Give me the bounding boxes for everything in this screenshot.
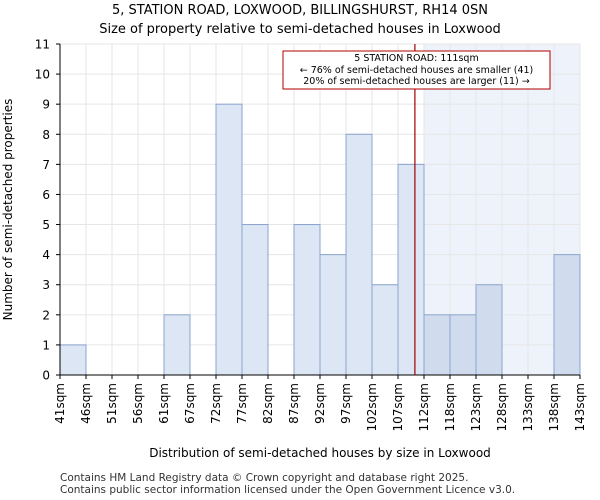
bar-92sqm xyxy=(319,254,347,376)
y-axis-label: Number of semi-detached properties xyxy=(1,99,15,321)
bar-118sqm xyxy=(449,314,477,376)
bar-102sqm xyxy=(371,284,399,376)
bar-87sqm xyxy=(293,224,321,376)
chart-title-line1: 5, STATION ROAD, LOXWOOD, BILLINGSHURST,… xyxy=(112,3,488,18)
x-tick-label-143sqm: 143sqm xyxy=(573,383,587,431)
x-tick-label-97sqm: 97sqm xyxy=(339,383,353,424)
y-tick-label-7: 7 xyxy=(42,158,50,172)
y-tick-label-3: 3 xyxy=(42,278,50,292)
x-tick-label-138sqm: 138sqm xyxy=(547,383,561,431)
bar-72sqm xyxy=(215,103,243,376)
x-tick-label-72sqm: 72sqm xyxy=(209,383,223,424)
bar-61sqm xyxy=(163,314,191,376)
bar-107sqm xyxy=(397,163,425,376)
footer-licence: Contains public sector information licen… xyxy=(60,484,516,496)
chart-title-line2: Size of property relative to semi-detach… xyxy=(99,22,501,37)
annotation-box: 5 STATION ROAD: 111sqm ← 76% of semi-det… xyxy=(282,50,551,90)
histogram-chart: 0 1 2 3 4 5 6 7 8 9 10 11 41sqm 46sqm 51sqm 56sqm 61sqm… xyxy=(1,38,587,461)
y-tick-label-9: 9 xyxy=(42,98,50,112)
x-tick-label-46sqm: 46sqm xyxy=(79,383,93,424)
x-tick-label-118sqm: 118sqm xyxy=(443,383,457,431)
y-tick-label-2: 2 xyxy=(42,308,50,322)
bar-123sqm xyxy=(475,284,503,376)
y-tick-label-0: 0 xyxy=(42,369,50,383)
y-tick-label-11: 11 xyxy=(35,38,50,52)
annotation-line2: ← 76% of semi-detached houses are smalle… xyxy=(300,65,534,76)
x-tick-label-41sqm: 41sqm xyxy=(53,383,67,424)
bar-112sqm xyxy=(423,314,451,376)
x-tick-label-77sqm: 77sqm xyxy=(235,383,249,424)
y-tick-label-5: 5 xyxy=(42,218,50,232)
y-tick-label-1: 1 xyxy=(42,338,50,352)
bar-97sqm xyxy=(345,133,373,376)
x-axis-label: Distribution of semi-detached houses by … xyxy=(149,446,491,460)
y-tick-label-10: 10 xyxy=(35,68,50,82)
x-tick-label-133sqm: 133sqm xyxy=(521,383,535,431)
x-tick-label-123sqm: 123sqm xyxy=(469,383,483,431)
x-tick-label-51sqm: 51sqm xyxy=(105,383,119,424)
bar-41sqm xyxy=(59,344,87,376)
x-tick-label-67sqm: 67sqm xyxy=(183,383,197,424)
x-tick-label-102sqm: 102sqm xyxy=(365,383,379,431)
y-tick-label-4: 4 xyxy=(42,248,50,262)
annotation-line1: 5 STATION ROAD: 111sqm xyxy=(354,53,478,64)
x-tick-label-107sqm: 107sqm xyxy=(391,383,405,431)
annotation-line3: 20% of semi-detached houses are larger (… xyxy=(303,76,530,87)
x-tick-label-128sqm: 128sqm xyxy=(495,383,509,431)
x-tick-label-56sqm: 56sqm xyxy=(131,383,145,424)
x-tick-label-61sqm: 61sqm xyxy=(157,383,171,424)
annotation-rect xyxy=(282,50,551,90)
y-tick-label-8: 8 xyxy=(42,128,50,142)
bar-138sqm xyxy=(553,254,581,376)
x-tick-label-82sqm: 82sqm xyxy=(261,383,275,424)
y-tick-label-6: 6 xyxy=(42,188,50,202)
footer-copyright: Contains HM Land Registry data © Crown c… xyxy=(60,472,469,484)
x-tick-label-112sqm: 112sqm xyxy=(417,383,431,431)
bar-77sqm xyxy=(241,224,269,376)
x-tick-label-92sqm: 92sqm xyxy=(313,383,327,424)
x-tick-label-87sqm: 87sqm xyxy=(287,383,301,424)
